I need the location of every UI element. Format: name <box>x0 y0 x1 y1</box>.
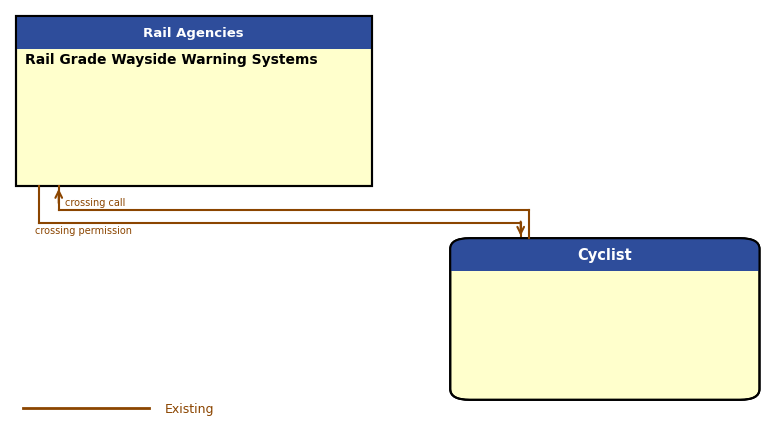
Bar <box>16 17 372 187</box>
Bar <box>16 17 372 187</box>
Text: crossing permission: crossing permission <box>35 226 132 236</box>
Text: Rail Grade Wayside Warning Systems: Rail Grade Wayside Warning Systems <box>25 53 318 67</box>
Text: Existing: Existing <box>164 402 214 415</box>
Text: Cyclist: Cyclist <box>578 247 632 262</box>
FancyBboxPatch shape <box>450 239 760 271</box>
Bar <box>16 17 372 49</box>
Bar <box>450 253 760 271</box>
FancyBboxPatch shape <box>450 239 760 400</box>
Text: crossing call: crossing call <box>65 197 125 207</box>
Text: Rail Agencies: Rail Agencies <box>143 27 244 40</box>
